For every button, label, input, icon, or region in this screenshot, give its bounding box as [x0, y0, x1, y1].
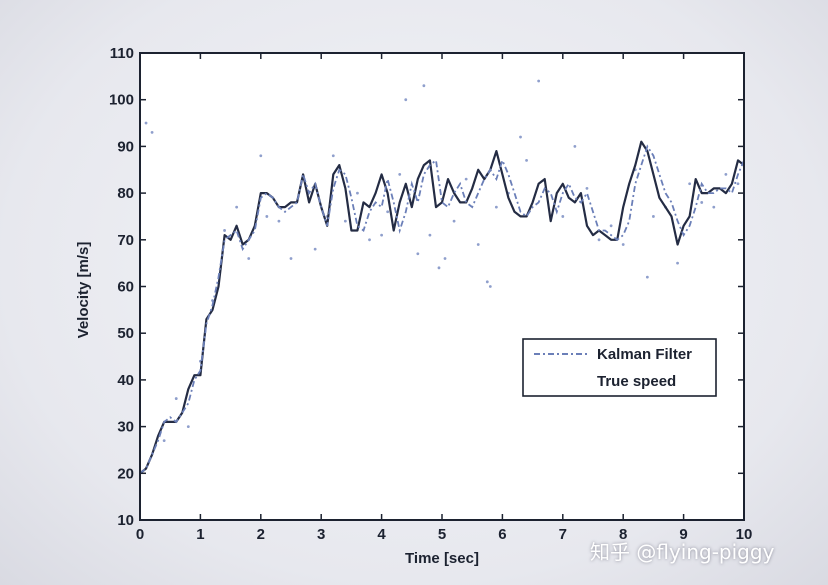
- measurement-point: [277, 219, 281, 223]
- measurement-point: [519, 135, 522, 139]
- x-tick-label: 3: [317, 526, 325, 543]
- measurement-point: [437, 266, 441, 270]
- measurement-point: [144, 121, 148, 125]
- y-axis-label: Velocity [m/s]: [75, 242, 92, 339]
- measurement-point: [443, 257, 447, 260]
- legend-true-speed-label: True speed: [597, 373, 676, 390]
- measurement-point: [368, 238, 371, 242]
- measurement-point: [494, 205, 498, 209]
- measurement-point: [609, 224, 613, 228]
- y-tick-label: 60: [117, 279, 134, 296]
- y-tick-label: 70: [117, 232, 134, 249]
- measurement-point: [688, 182, 692, 186]
- y-tick-label: 50: [117, 325, 134, 342]
- x-tick-label: 10: [736, 526, 753, 543]
- y-tick-label: 80: [117, 185, 134, 202]
- axis-ticks: [139, 52, 745, 521]
- x-axis-label: Time [sec]: [405, 550, 479, 567]
- measurement-point: [700, 201, 704, 204]
- measurement-point: [736, 182, 740, 186]
- measurement-point: [265, 215, 269, 218]
- measurement-point: [621, 243, 625, 246]
- y-tick-label: 40: [117, 372, 134, 389]
- measurement-point: [223, 229, 226, 232]
- measurement-point: [561, 215, 565, 218]
- measurement-point: [428, 233, 432, 237]
- measurement-point: [485, 280, 489, 284]
- measurement-point: [398, 173, 402, 176]
- watermark: 知乎 @flying-piggy: [590, 540, 775, 564]
- measurement-point: [356, 191, 359, 195]
- x-tick-label: 9: [679, 526, 687, 543]
- measurement-point: [331, 154, 335, 158]
- measurement-point: [724, 173, 728, 176]
- measurement-point: [343, 219, 347, 223]
- measurement-point: [645, 275, 649, 279]
- x-tick-label: 7: [559, 526, 567, 543]
- measurement-point: [597, 238, 601, 242]
- measurement-point: [712, 205, 716, 209]
- legend-kalman-label: Kalman Filter: [597, 346, 692, 363]
- measurement-point: [386, 210, 390, 214]
- x-tick-label: 4: [377, 526, 386, 543]
- x-tick-label: 6: [498, 526, 506, 543]
- measurement-point: [464, 177, 468, 181]
- measurement-point: [380, 233, 383, 237]
- measurement-point: [416, 252, 420, 256]
- x-tick-label: 0: [136, 526, 144, 543]
- measurement-point: [585, 187, 589, 190]
- series-lines: [139, 140, 745, 475]
- measurement-point: [247, 257, 251, 260]
- y-tick-label: 30: [117, 419, 134, 436]
- axis-tick-labels: 0 1 2 3 4 5 6 7 8 9 10 10 20 30 40 50 60 70 80 90 100 110: [109, 45, 752, 543]
- plot-area: [140, 53, 744, 520]
- x-tick-label: 5: [438, 526, 446, 543]
- measurement-point: [313, 247, 317, 251]
- measurement-point: [652, 215, 655, 218]
- y-tick-label: 100: [109, 92, 134, 109]
- measurement-point: [404, 98, 408, 102]
- measurement-point: [162, 439, 166, 443]
- measurement-point: [174, 397, 178, 400]
- measurement-point: [422, 84, 426, 88]
- x-tick-label: 1: [196, 526, 204, 543]
- measurement-point: [573, 145, 577, 148]
- measurement-point: [488, 285, 492, 288]
- legend-box: [522, 338, 717, 397]
- measurement-point: [235, 205, 239, 209]
- x-tick-label: 8: [619, 526, 627, 543]
- measurement-point: [476, 243, 480, 246]
- measurement-point: [452, 219, 456, 223]
- measurement-point: [525, 159, 528, 162]
- measurement-point: [676, 261, 679, 265]
- true-speed-line: [139, 140, 745, 475]
- legend: Kalman Filter True speed: [522, 338, 717, 397]
- measurement-point: [537, 79, 541, 83]
- y-tick-label: 90: [117, 138, 134, 155]
- x-tick-label: 2: [257, 526, 265, 543]
- measurement-point: [259, 154, 263, 158]
- y-tick-label: 110: [110, 45, 134, 62]
- measurement-point: [186, 425, 190, 428]
- measurement-point: [150, 130, 154, 134]
- y-tick-label: 10: [117, 512, 134, 529]
- measurement-point: [289, 257, 293, 260]
- y-tick-label: 20: [117, 465, 134, 482]
